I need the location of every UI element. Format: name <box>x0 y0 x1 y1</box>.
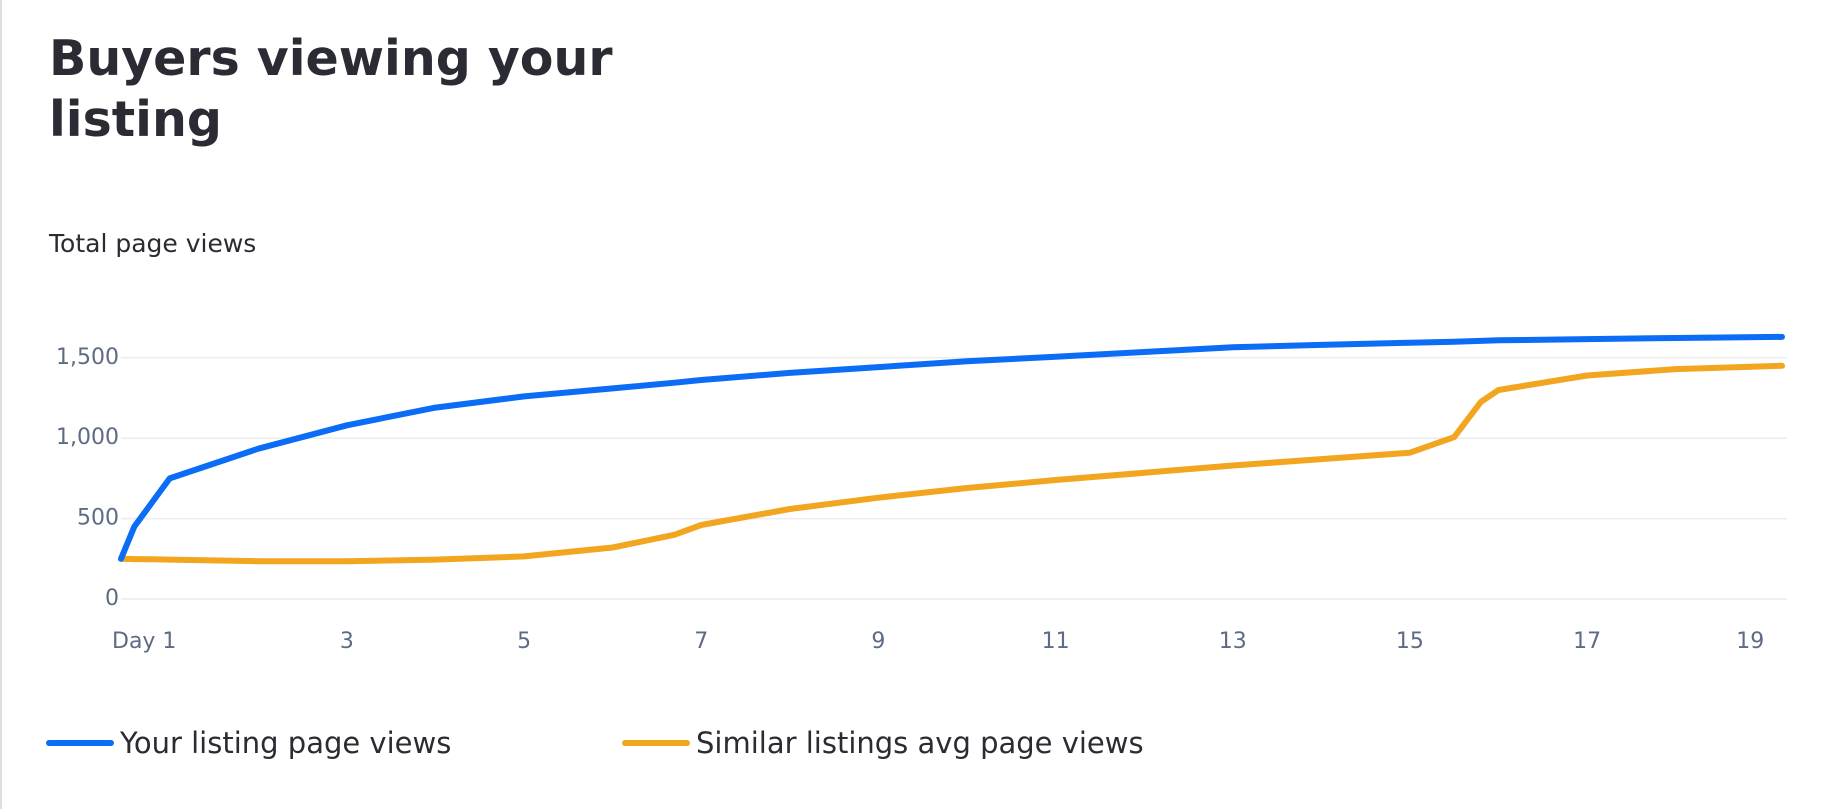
x-tick-label: 15 <box>1396 629 1424 654</box>
series-line <box>118 333 1785 562</box>
legend-label: Your listing page views <box>119 726 451 760</box>
x-tick-label: 9 <box>871 629 885 654</box>
legend-label: Similar listings avg page views <box>696 726 1144 760</box>
y-tick-label: 500 <box>77 506 119 531</box>
y-tick-label: 1,500 <box>56 345 119 370</box>
chart-title: Buyers viewing your listing <box>49 30 613 148</box>
y-tick-label: 1,000 <box>56 425 119 450</box>
x-tick-label: 11 <box>1042 629 1070 654</box>
x-tick-label: 17 <box>1573 629 1601 654</box>
x-tick-label: 13 <box>1219 629 1247 654</box>
series-line <box>118 362 1785 565</box>
x-tick-label: 3 <box>340 629 354 654</box>
x-tick-label: Day 1 <box>112 629 176 654</box>
x-tick-label: 5 <box>517 629 531 654</box>
y-axis-label: Total page views <box>48 229 256 258</box>
x-tick-label: 19 <box>1736 629 1764 654</box>
x-tick-label: 7 <box>694 629 708 654</box>
y-tick-label: 0 <box>105 586 119 611</box>
